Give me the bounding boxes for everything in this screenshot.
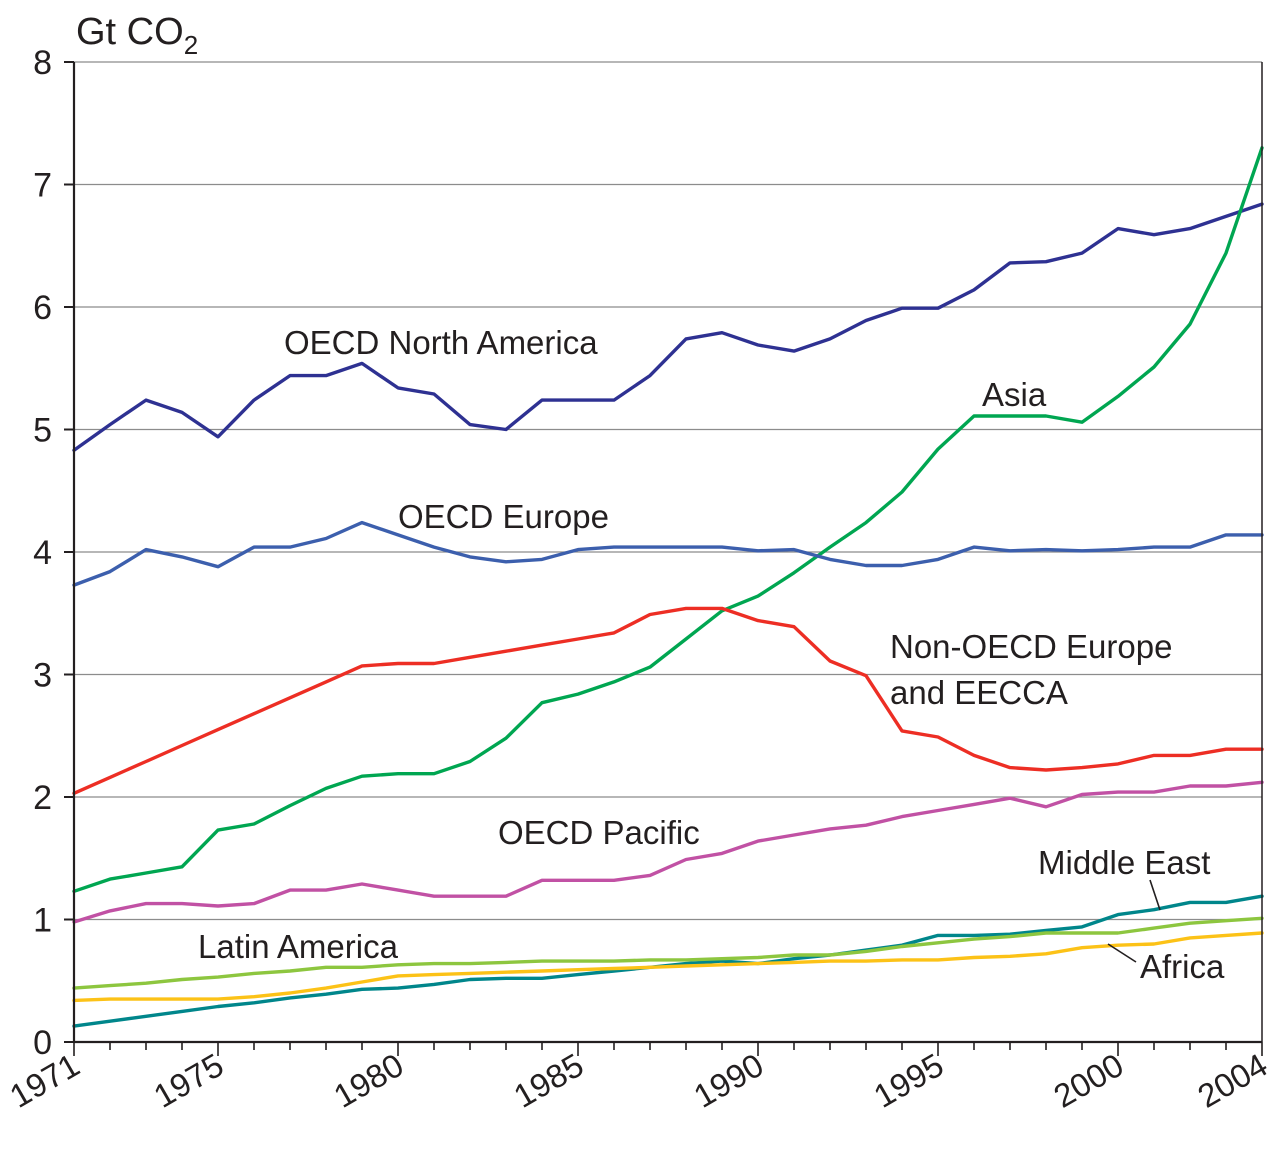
series-label-africa: Africa	[1140, 948, 1225, 985]
series-line-oecd-europe	[72, 520, 1264, 587]
leader-line-middle-east	[1149, 879, 1161, 911]
series-label-non-oecd-europe-and-eecca-line-2: and EECCA	[890, 674, 1068, 711]
y-tick-label: 2	[33, 779, 52, 817]
x-tick-label: 1980	[327, 1046, 409, 1115]
y-tick-label: 4	[33, 534, 52, 572]
y-axis-label-main: Gt CO	[76, 11, 184, 53]
series-label-oecd-north-america: OECD North America	[284, 324, 598, 361]
y-ticks: 0 1 2 3 4 5 6 7 8	[33, 44, 74, 1062]
series-label-oecd-europe: OECD Europe	[398, 498, 609, 535]
y-tick-label: 8	[33, 44, 52, 82]
x-tick-label: 1995	[867, 1046, 949, 1115]
x-tick-label: 2000	[1047, 1046, 1129, 1115]
y-tick-label: 5	[33, 412, 52, 450]
series-labels: OECD North America Asia OECD Europe Non-OEC…	[198, 324, 1225, 985]
series-line-non-oecd-europe-and-eecca	[72, 606, 1264, 795]
x-ticks: 1971 1975 1980 1985 1990 1995 2000 2004	[3, 1042, 1274, 1115]
leader-line-africa	[1107, 943, 1137, 963]
y-tick-label: 3	[33, 657, 52, 695]
label-leader-lines	[1107, 879, 1161, 963]
series-line-asia	[72, 146, 1264, 893]
y-tick-label: 6	[33, 289, 52, 327]
series-label-middle-east: Middle East	[1038, 844, 1210, 881]
series-label-latin-america: Latin America	[198, 928, 399, 965]
series-line-africa	[72, 931, 1264, 1003]
series-label-oecd-pacific: OECD Pacific	[498, 814, 700, 851]
y-tick-label: 0	[33, 1024, 52, 1062]
x-tick-label: 1975	[147, 1046, 229, 1115]
series-label-non-oecd-europe-and-eecca-line-1: Non-OECD Europe	[890, 628, 1172, 665]
series-lines	[72, 146, 1264, 1028]
series-line-oecd-pacific	[72, 780, 1264, 924]
y-axis-label-subscript: 2	[184, 30, 198, 60]
y-tick-label: 7	[33, 167, 52, 205]
x-tick-label: 1985	[507, 1046, 589, 1115]
gridlines	[74, 61, 1262, 921]
series-line-oecd-north-america	[72, 202, 1264, 452]
y-tick-label: 1	[33, 902, 52, 940]
x-tick-label: 1990	[687, 1046, 769, 1115]
y-axis-label: Gt CO2	[76, 11, 198, 60]
x-tick-label: 2004	[1191, 1046, 1273, 1115]
series-line-latin-america	[72, 916, 1264, 990]
series-label-asia: Asia	[982, 376, 1047, 413]
